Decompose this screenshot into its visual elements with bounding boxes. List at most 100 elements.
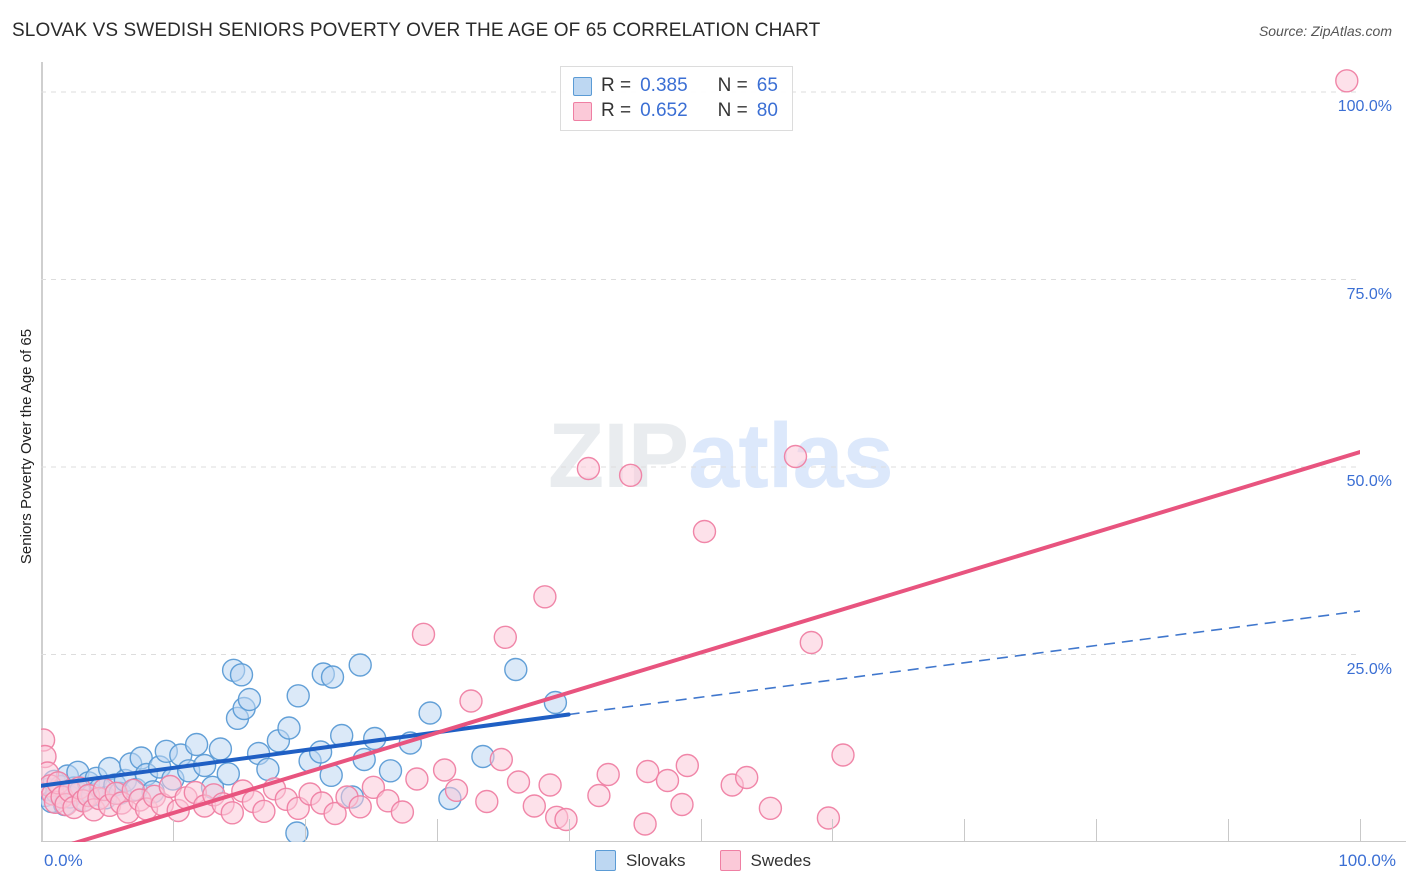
trendline-slovaks bbox=[41, 712, 571, 788]
data-point bbox=[308, 740, 333, 764]
x-tick-4 bbox=[700, 819, 702, 841]
n-value-swedes: 80 bbox=[756, 100, 778, 121]
trendline-slovaks-projection bbox=[568, 610, 1360, 716]
data-point bbox=[286, 684, 310, 708]
legend-item-slovaks[interactable]: Slovaks bbox=[594, 850, 686, 871]
data-point bbox=[405, 767, 429, 791]
data-point bbox=[237, 687, 262, 712]
data-point bbox=[831, 743, 855, 767]
y-axis-title-text: Seniors Poverty Over the Age of 65 bbox=[18, 328, 36, 564]
data-point bbox=[816, 806, 841, 830]
legend-label-slovaks: Slovaks bbox=[625, 850, 686, 870]
x-tick-5 bbox=[832, 819, 834, 841]
data-point bbox=[229, 663, 254, 687]
data-point bbox=[277, 716, 301, 740]
page-title: SLOVAK VS SWEDISH SENIORS POVERTY OVER T… bbox=[12, 20, 821, 41]
legend-swatch-swedes bbox=[573, 101, 592, 121]
data-point bbox=[411, 622, 436, 646]
data-point bbox=[361, 775, 386, 799]
y-tick-label-0: 25.0% bbox=[1346, 660, 1392, 678]
y-tick-label-3: 100.0% bbox=[1337, 98, 1392, 115]
data-point bbox=[506, 770, 531, 794]
data-point bbox=[348, 653, 372, 677]
correlation-legend: R = 0.385 N = 65 R = 0.652 N = 80 bbox=[560, 66, 793, 131]
data-point bbox=[252, 799, 276, 823]
data-point bbox=[220, 801, 245, 825]
data-point bbox=[489, 747, 513, 772]
data-point bbox=[655, 768, 680, 793]
data-point bbox=[378, 759, 403, 783]
data-point bbox=[475, 789, 499, 814]
data-point bbox=[692, 519, 717, 544]
data-point bbox=[216, 762, 241, 786]
r-label-swedes: R = bbox=[601, 100, 632, 121]
x-tick-3 bbox=[568, 819, 570, 841]
data-point bbox=[1335, 69, 1359, 93]
n-value-slovaks: 65 bbox=[756, 75, 778, 96]
data-point bbox=[418, 701, 442, 725]
data-point bbox=[636, 759, 660, 784]
data-point bbox=[538, 773, 562, 797]
legend-swatch-slovaks bbox=[573, 76, 592, 96]
data-point bbox=[432, 758, 457, 782]
x-tick-6 bbox=[964, 819, 966, 841]
y-axis-line bbox=[41, 62, 43, 842]
trendline-swedes bbox=[71, 450, 1360, 842]
n-label-slovaks: N = bbox=[717, 75, 748, 96]
x-tick-8 bbox=[1228, 819, 1230, 841]
data-point bbox=[618, 463, 643, 487]
data-point bbox=[256, 757, 280, 781]
x-tick-2 bbox=[436, 819, 438, 841]
data-point bbox=[285, 821, 309, 842]
x-tick-label-max: 100.0% bbox=[1338, 851, 1396, 870]
data-point bbox=[670, 792, 694, 817]
n-label-swedes: N = bbox=[717, 100, 748, 121]
data-point bbox=[533, 585, 557, 609]
data-point bbox=[587, 783, 611, 808]
x-tick-label-min: 0.0% bbox=[44, 851, 83, 870]
data-point bbox=[522, 794, 546, 818]
r-label-slovaks: R = bbox=[601, 75, 632, 96]
data-point bbox=[554, 807, 578, 832]
data-point bbox=[208, 737, 233, 761]
data-point bbox=[504, 657, 528, 682]
data-point bbox=[444, 778, 469, 802]
source-attribution: Source: ZipAtlas.com bbox=[1258, 23, 1392, 39]
data-point bbox=[758, 796, 783, 820]
legend-label-swedes: Swedes bbox=[750, 850, 811, 870]
data-point bbox=[323, 801, 347, 826]
data-point bbox=[783, 444, 808, 469]
correlation-row-swedes: R = 0.652 N = 80 bbox=[573, 100, 778, 122]
data-point bbox=[348, 795, 372, 819]
x-tick-9 bbox=[1360, 819, 1361, 841]
legend-color-swedes bbox=[719, 850, 741, 871]
x-tick-7 bbox=[1096, 819, 1098, 841]
data-point bbox=[633, 812, 657, 836]
series-legend: Slovaks Swedes bbox=[0, 850, 1406, 871]
data-point bbox=[158, 774, 183, 799]
r-value-swedes: 0.652 bbox=[640, 100, 688, 121]
x-tick-0 bbox=[172, 819, 174, 841]
data-point bbox=[493, 625, 517, 649]
data-point bbox=[459, 689, 483, 713]
data-point bbox=[184, 732, 209, 757]
legend-item-swedes[interactable]: Swedes bbox=[719, 850, 811, 871]
r-value-slovaks: 0.385 bbox=[640, 75, 688, 96]
data-point bbox=[799, 630, 823, 655]
x-axis-line bbox=[41, 841, 1406, 842]
data-point bbox=[735, 765, 759, 790]
legend-color-slovaks bbox=[594, 850, 616, 871]
y-axis-title: Seniors Poverty Over the Age of 65 bbox=[10, 0, 44, 892]
x-tick-1 bbox=[304, 819, 306, 841]
data-point bbox=[320, 665, 345, 689]
y-tick-label-2: 75.0% bbox=[1346, 285, 1392, 303]
data-point bbox=[576, 456, 601, 481]
data-point bbox=[596, 762, 620, 787]
data-point bbox=[675, 753, 699, 778]
scatter-plot-svg bbox=[41, 69, 1360, 842]
plot-area bbox=[41, 62, 1360, 842]
correlation-row-slovaks: R = 0.385 N = 65 bbox=[573, 75, 778, 97]
data-point bbox=[390, 800, 415, 824]
y-tick-label-1: 50.0% bbox=[1346, 473, 1392, 490]
